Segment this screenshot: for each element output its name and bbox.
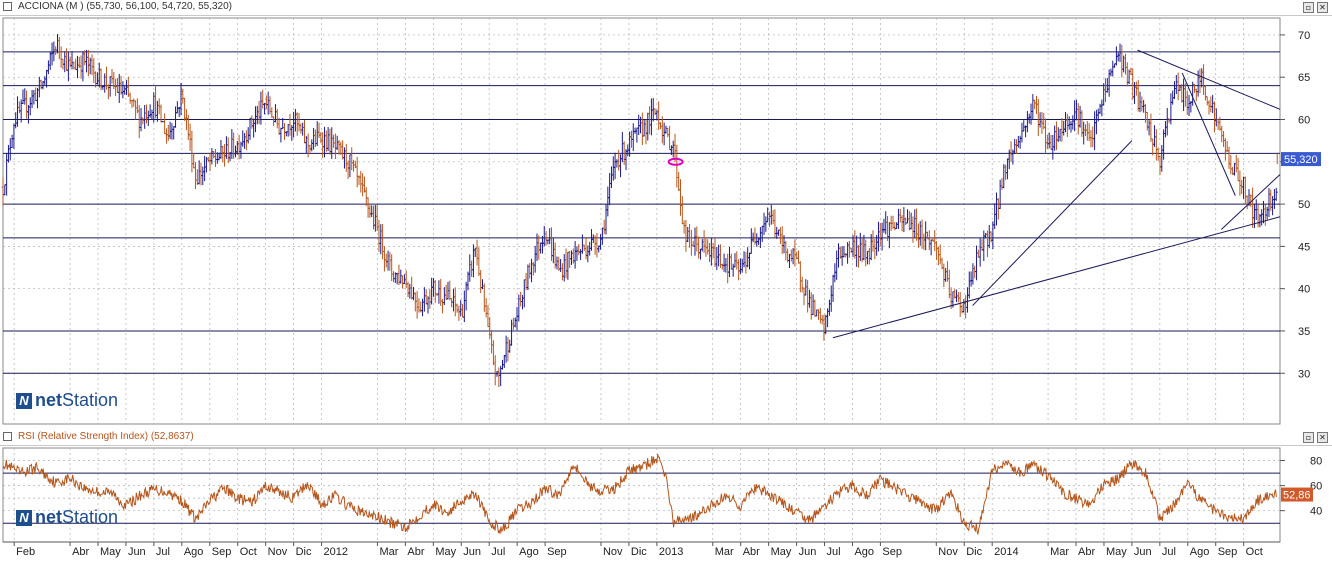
rsi-y-tick-label: 40 [1310,506,1322,518]
x-tick-label: Mar [379,546,398,558]
x-tick-label: 2014 [994,546,1018,558]
price-y-tick-label: 65 [1298,72,1310,84]
last-value-label: 55,320 [1284,154,1318,166]
pane-toggle-checkbox[interactable] [3,2,12,11]
price-y-tick-label: 50 [1298,199,1310,211]
x-tick-label: Jun [128,546,146,558]
trendline-4 [1220,174,1281,230]
x-tick-label: Sep [882,546,902,558]
x-tick-label: Abr [743,546,760,558]
x-tick-label: Sep [1218,546,1238,558]
price-pane-title: ACCIONA (M ) (55,730, 56,100, 54,720, 55… [18,1,233,12]
candles [1,34,1278,388]
rsi-chart: 40 60 80 52,86 Feb Abr May Jun Jul Ago Sep Oct Nov Di… [2,447,1322,558]
last-value-box [1281,152,1321,167]
rsi-minimize-icon[interactable]: ▫ [1303,432,1314,443]
x-tick-label: Sep [212,546,232,558]
rsi-last-value-box [1281,487,1313,502]
netstation-logo-icon-rsi: N [16,509,32,526]
x-tick-label: Ago [519,546,539,558]
x-tick-label: May [771,546,792,558]
rsi-pane-toggle-checkbox[interactable] [3,432,12,441]
x-tick-label: May [435,546,456,558]
rsi-series-line [2,453,1277,535]
x-tick-label: Ago [184,546,204,558]
price-y-tick-label: 40 [1298,284,1310,296]
x-tick-label: Abr [407,546,424,558]
x-tick-label: Jul [156,546,170,558]
netstation-logo-icon: N [16,392,32,409]
gap-marker [667,157,684,166]
x-tick-label: Jul [827,546,841,558]
trendline-2 [1137,49,1281,110]
close-icon[interactable]: ✕ [1317,2,1328,13]
x-tick-label: Mar [715,546,734,558]
x-tick-label: May [100,546,121,558]
rsi-y-tick-label: 60 [1310,481,1322,493]
watermark-suffix-rsi: Station [62,507,119,527]
rsi-plot-area [2,447,1281,543]
x-tick-label: Dic [296,546,312,558]
price-y-tick-label: 45 [1298,241,1310,253]
x-tick-label: Ago [854,546,874,558]
price-y-tick-label: 35 [1298,326,1310,338]
watermark-prefix: net [35,390,62,410]
price-plot-area [2,17,1281,425]
x-tick-label: Jun [799,546,817,558]
x-tick-label: May [1106,546,1127,558]
x-tick-label: Mar [1050,546,1069,558]
x-tick-label: Jul [491,546,505,558]
rsi-y-tick-label: 80 [1310,456,1322,468]
trendline-1 [972,140,1133,306]
rsi-pane-header: RSI (Relative Strength Index) (52,8637) … [0,430,1332,446]
rsi-last-value-label: 52,86 [1283,490,1311,502]
x-tick-label: Ago [1190,546,1210,558]
x-tick-label: Jul [1162,546,1176,558]
x-tick-label: Feb [16,546,35,558]
price-y-tick-label: 70 [1298,30,1310,42]
x-tick-label: Sep [547,546,567,558]
watermark-prefix-rsi: net [35,507,62,527]
trendline-3 [1181,72,1236,196]
x-tick-label: Dic [631,546,647,558]
price-chart: 30354045505560657055,320 [1,17,1321,425]
price-y-tick-label: 60 [1298,115,1310,127]
netstation-watermark: N net Station [16,390,118,411]
x-tick-label: Oct [1246,546,1263,558]
x-tick-label: Nov [603,546,623,558]
x-tick-label: Nov [938,546,958,558]
rsi-pane-title: RSI (Relative Strength Index) (52,8637) [18,431,194,442]
x-tick-label: Jun [1134,546,1152,558]
x-tick-label: Oct [240,546,257,558]
price-y-tick-label: 30 [1298,368,1310,380]
price-pane-header: ACCIONA (M ) (55,730, 56,100, 54,720, 55… [0,0,1332,16]
x-tick-label: Abr [72,546,89,558]
x-tick-label: Jun [463,546,481,558]
x-tick-label: Dic [966,546,982,558]
x-tick-label: 2012 [324,546,348,558]
watermark-suffix: Station [62,390,119,410]
x-tick-label: Abr [1078,546,1095,558]
x-tick-label: Nov [268,546,288,558]
rsi-close-icon[interactable]: ✕ [1317,432,1328,443]
netstation-watermark-rsi: N net Station [16,507,118,528]
minimize-icon[interactable]: ▫ [1303,2,1314,13]
x-tick-label: 2013 [659,546,683,558]
trendline-0 [832,216,1281,339]
